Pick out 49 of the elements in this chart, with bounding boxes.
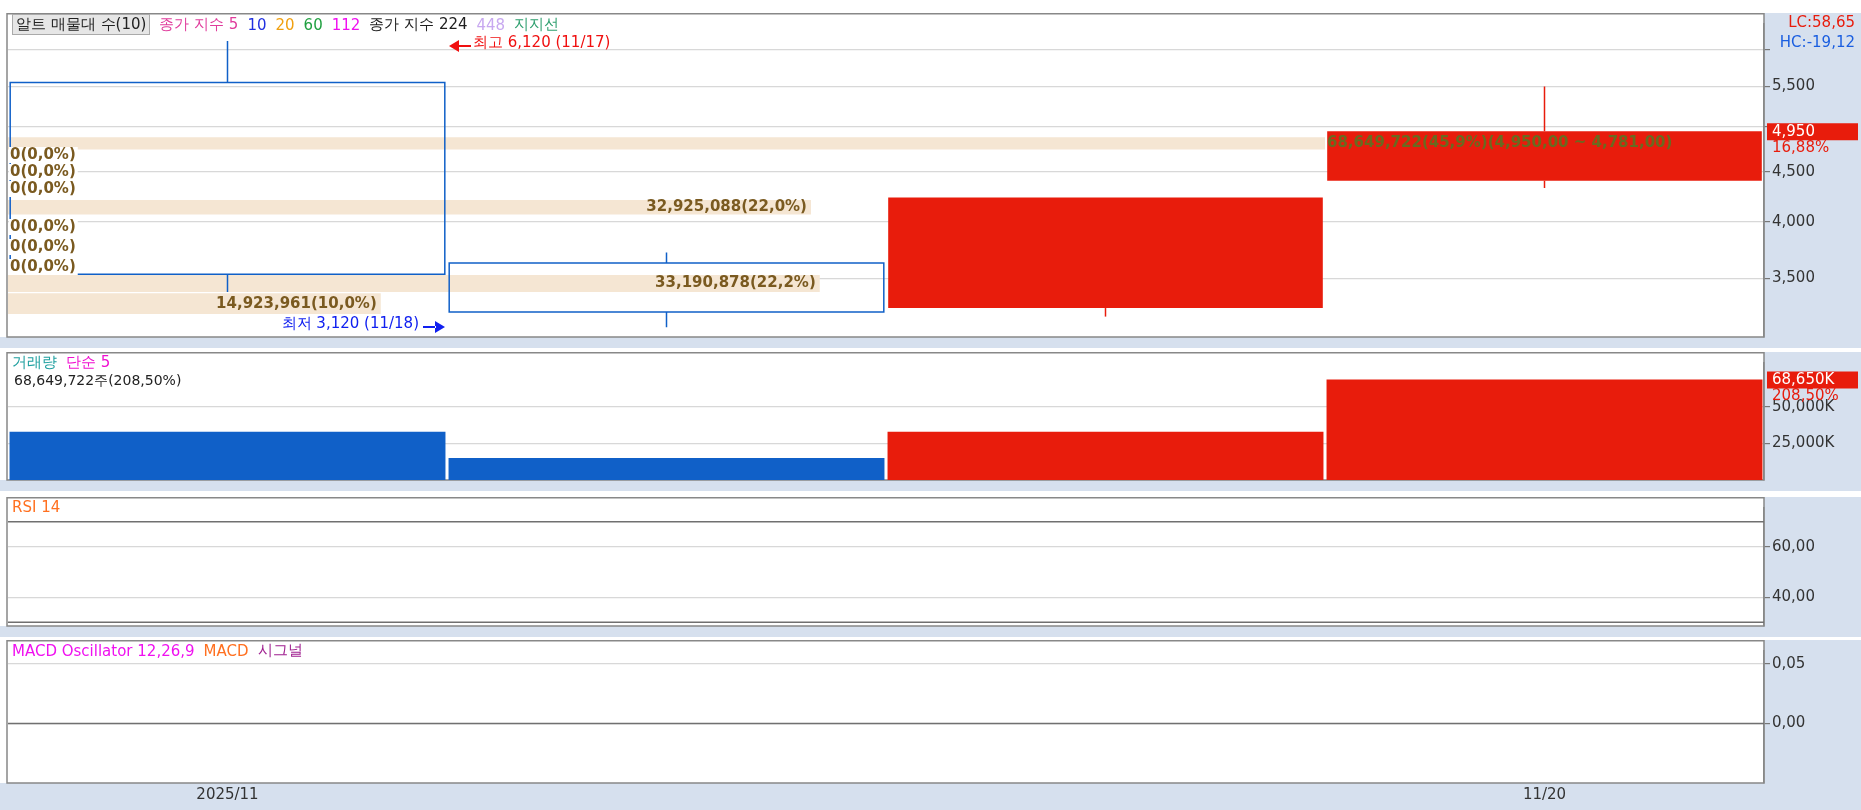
legend-title: 알트 매물대 수(10) (12, 14, 151, 35)
legend-label: RSI 14 (12, 498, 61, 516)
x-tick-label: 11/20 (1522, 784, 1567, 803)
legend-label: MACD (203, 641, 249, 660)
annotation: 0(0,0%) (10, 161, 76, 180)
chart-title: 거래량 (12, 353, 57, 372)
text: 68,649,722주(208,50%) (14, 372, 182, 390)
legend-label: 시그널 (257, 641, 303, 660)
y-tick-label: 40,00 (1772, 587, 1815, 606)
y-tick-label: 0,05 (1772, 653, 1806, 672)
annotation: 0(0,0%) (10, 256, 76, 275)
y-tick-label: 4,000 (1772, 211, 1815, 230)
band-label: 68,649,722(45,9%)(4,950,00 ~ 4,781,00) (1327, 133, 1673, 152)
legend-label: 단순 5 (66, 353, 111, 372)
annotation: 0(0,0%) (10, 144, 76, 163)
legend-label: 지지선 (514, 15, 560, 34)
legend-label: 112 (331, 15, 361, 34)
text: LC:58,65 (1788, 13, 1855, 31)
annotation: 최저 3,120 (11/18) (281, 314, 419, 333)
legend-label: 종가 지수 224 (369, 15, 468, 34)
y-tick-label: 5,500 (1772, 76, 1815, 95)
bar (887, 431, 1324, 480)
text: 16,88% (1772, 138, 1830, 157)
candlestick (1327, 85, 1762, 189)
y-tick-label: 3,500 (1772, 268, 1815, 287)
y-tick-label: 4,500 (1772, 161, 1815, 180)
annotation: 0(0,0%) (10, 178, 76, 197)
annotation: 최고 6,120 (11/17) (473, 32, 611, 51)
legend-label: MACD Oscillator 12,26,9 (12, 641, 195, 660)
band-label: 33,190,878(22,2%) (655, 273, 816, 292)
legend-label: 종가 지수 5 (159, 15, 239, 34)
band-label: 32,925,088(22,0%) (646, 197, 807, 216)
x-tick-label: 2025/11 (196, 784, 259, 803)
y-tick-label: 0,00 (1772, 713, 1806, 732)
legend-label: 20 (275, 15, 295, 34)
text: 4,950 (1772, 122, 1815, 141)
legend-label: 60 (303, 15, 323, 34)
candlestick (448, 251, 885, 329)
band-label: 14,923,961(10,0%) (216, 293, 377, 312)
y-tick-label: 25,000K (1772, 433, 1836, 452)
legend-label: 10 (247, 15, 267, 34)
legend-label: 448 (476, 15, 506, 34)
bar (9, 431, 446, 480)
y-tick-label: 60,00 (1772, 536, 1815, 555)
text: 68,650K (1772, 370, 1836, 389)
annotation: 0(0,0%) (10, 236, 76, 255)
bar (448, 458, 885, 480)
annotation: 0(0,0%) (10, 216, 76, 235)
text: HC:-19,12 (1779, 33, 1855, 51)
